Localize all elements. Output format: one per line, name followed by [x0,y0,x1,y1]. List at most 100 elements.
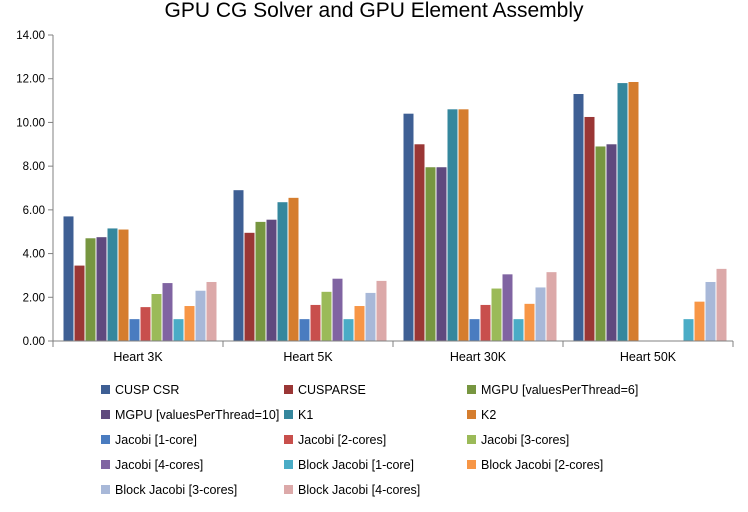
bar [288,197,299,341]
bar [436,167,447,341]
legend-item: Block Jacobi [4-cores] [284,483,420,497]
bar [266,219,277,341]
bar [595,146,606,341]
bar [255,221,266,341]
bar [458,109,469,341]
bar [414,144,425,341]
bar [546,272,557,341]
bar [310,304,321,341]
bar [244,232,255,341]
legend-swatch [284,485,293,494]
legend-label: Jacobi [2-cores] [298,433,386,447]
x-category-label: Heart 30K [450,350,507,364]
legend-label: K2 [481,408,496,422]
legend-swatch [101,410,110,419]
bar [502,274,513,341]
bar [63,216,74,341]
legend-label: Block Jacobi [3-cores] [115,483,237,497]
bar [118,229,129,341]
legend: CUSP CSR CUSPARSE MGPU [valuesPerThread=6]… [101,383,638,497]
legend-label: MGPU [valuesPerThread=6] [481,383,638,397]
x-axis-ticks: Heart 3K Heart 5K Heart 30K Heart 50K [52,341,734,364]
legend-swatch [467,460,476,469]
legend-swatch [101,485,110,494]
bars [63,81,727,341]
bar [140,307,151,341]
y-tick-label: 4.00 [23,249,45,261]
bar [206,281,217,341]
bar [332,278,343,341]
legend-item: Jacobi [3-cores] [467,433,569,447]
bar [617,83,628,341]
x-category-label: Heart 50K [620,350,677,364]
bar [74,265,85,341]
bar [376,280,387,341]
bar [85,238,96,341]
legend-swatch [101,460,110,469]
legend-item: Jacobi [4-cores] [101,458,203,472]
chart-title: GPU CG Solver and GPU Element Assembly [165,0,584,22]
bar [184,306,195,341]
legend-swatch [284,385,293,394]
y-tick-label: 6.00 [23,205,45,217]
legend-swatch [284,460,293,469]
bar [354,306,365,341]
legend-label: Block Jacobi [2-cores] [481,458,603,472]
legend-item: Jacobi [2-cores] [284,433,386,447]
y-tick-label: 8.00 [23,161,45,173]
legend-item: CUSPARSE [284,383,366,397]
bar [469,319,480,341]
legend-item: Block Jacobi [2-cores] [467,458,603,472]
bar [96,237,107,341]
bar [173,319,184,341]
bar [694,301,705,341]
bar [343,319,354,341]
legend-item: MGPU [valuesPerThread=6] [467,383,638,397]
y-tick-label: 14.00 [16,30,45,42]
legend-item: Block Jacobi [3-cores] [101,483,237,497]
legend-swatch [101,385,110,394]
bar [573,94,584,341]
bar [491,288,502,341]
legend-label: Jacobi [4-cores] [115,458,203,472]
legend-swatch [284,435,293,444]
legend-label: CUSPARSE [298,383,366,397]
bar [299,319,310,341]
legend-swatch [467,435,476,444]
bar [107,228,118,341]
legend-label: Block Jacobi [1-core] [298,458,414,472]
legend-label: MGPU [valuesPerThread=10] [115,408,279,422]
y-tick-label: 2.00 [23,292,45,304]
bar [535,287,546,341]
y-axis-ticks: 0.00 2.00 4.00 6.00 8.00 10.00 12.00 14.00 [16,30,53,348]
legend-label: Jacobi [3-cores] [481,433,569,447]
legend-swatch [101,435,110,444]
y-tick-label: 10.00 [16,117,45,129]
bar [447,109,458,341]
legend-swatch [467,410,476,419]
legend-item: K1 [284,408,313,422]
bar [403,113,414,341]
y-tick-label: 0.00 [23,336,45,348]
bar [524,303,535,341]
bar [683,319,694,341]
bar [705,281,716,341]
bar [716,268,727,341]
bar [513,319,524,341]
legend-item: K2 [467,408,496,422]
bar [321,291,332,341]
bar [365,292,376,341]
legend-swatch [467,385,476,394]
legend-item: CUSP CSR [101,383,179,397]
x-category-label: Heart 5K [283,350,333,364]
bar [628,81,639,341]
legend-label: CUSP CSR [115,383,179,397]
bar [151,294,162,341]
legend-item: Block Jacobi [1-core] [284,458,414,472]
bar [233,190,244,341]
legend-swatch [284,410,293,419]
bar [606,144,617,341]
y-tick-label: 12.00 [16,74,45,86]
bar [584,116,595,341]
